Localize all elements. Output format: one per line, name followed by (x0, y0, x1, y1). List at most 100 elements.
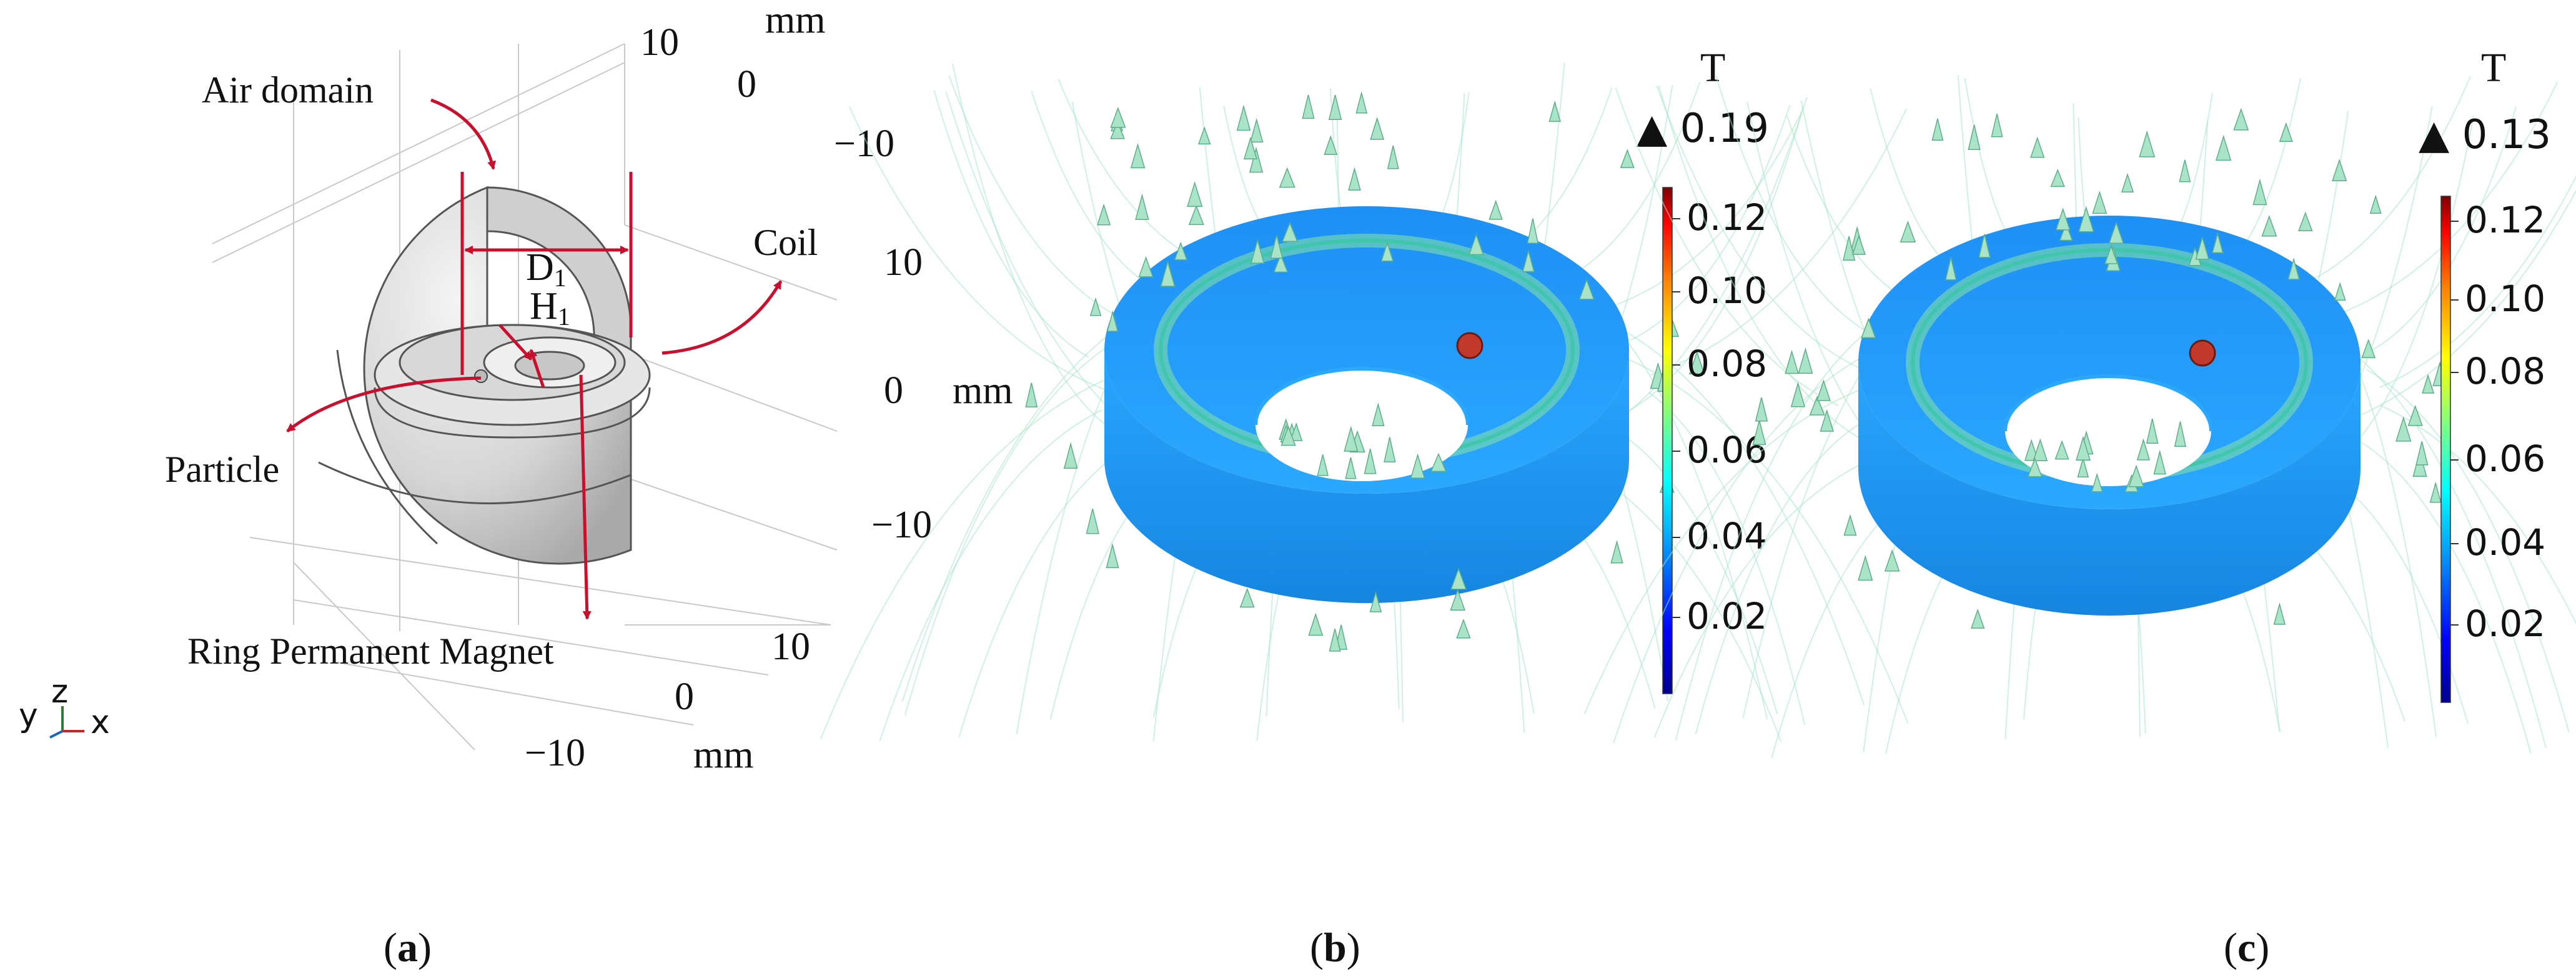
field-arrow (1851, 234, 1866, 255)
field-line (2379, 175, 2576, 388)
particle-b (1456, 332, 1484, 359)
field-arrow (1971, 609, 1985, 629)
field-arrow (2078, 206, 2094, 232)
field-arrow (1858, 555, 1873, 581)
field-arrow (2136, 438, 2151, 461)
field-arrow (1063, 442, 1078, 469)
field-arrow (1174, 241, 1187, 261)
field-arrow (2415, 441, 2429, 466)
field-arrow (1251, 238, 1265, 264)
field-arrow (1527, 218, 1539, 244)
field-arrow (2407, 404, 2423, 426)
field-arrow (2104, 244, 2118, 264)
panel-c: T ▲ 0.13 0.12 0.10 0.08 0.06 0.04 0.02 (… (1583, 45, 2576, 971)
field-arrow (1370, 116, 1385, 140)
field-line (1786, 115, 1916, 305)
caption-a: (a) (384, 925, 432, 971)
field-arrow (1160, 260, 1176, 287)
right-tick-neg10: −10 (871, 504, 932, 546)
field-arrow (2030, 136, 2045, 158)
field-arrow (1548, 100, 1561, 122)
field-line (904, 339, 1119, 716)
right-unit: mm (953, 369, 1013, 412)
field-arrow (1387, 145, 1399, 169)
field-arrow (1249, 117, 1264, 143)
top-tick-10: 10 (640, 21, 679, 64)
field-arrow (1236, 104, 1251, 131)
magnet-ring-c (1858, 216, 2361, 616)
unit-b: T (1700, 45, 1725, 91)
cbar-c-tick-004: 0.04 (2465, 521, 2545, 564)
particle-c (2189, 339, 2216, 367)
field-arrow (1785, 349, 1799, 374)
field-arrow (1968, 124, 1981, 151)
field-line (1648, 392, 1806, 726)
magnet-ring-b (1104, 206, 1629, 603)
cbar-b-tick-010: 0.10 (1687, 269, 1767, 312)
field-arrow (1097, 203, 1111, 226)
field-arrow (1380, 241, 1394, 262)
right-tick-10: 10 (884, 241, 923, 284)
field-arrow (1430, 452, 1447, 472)
field-arrow (2287, 257, 2300, 280)
unit-c: T (2481, 45, 2506, 91)
field-arrow (2179, 159, 2191, 182)
field-arrow (2121, 172, 2134, 193)
field-arrow (1364, 449, 1377, 474)
coil-label: Coil (753, 222, 818, 263)
field-line (1058, 79, 1217, 270)
field-line (2326, 81, 2559, 320)
field-arrow (1138, 256, 1154, 277)
field-arrow (1324, 135, 1338, 156)
field-arrow (2153, 449, 2166, 475)
cbar-c-tick-002: 0.02 (2465, 602, 2545, 645)
field-arrow (2059, 222, 2073, 241)
max-b: ▲ 0.19 (1637, 106, 1769, 152)
bottom-tick-10: 10 (771, 626, 810, 668)
field-arrow (1755, 397, 1768, 422)
field-arrow (1809, 396, 1825, 416)
field-line (1653, 455, 1878, 738)
bottom-tick-0: 0 (675, 676, 694, 718)
field-line (2288, 76, 2471, 292)
field-arrow (1187, 181, 1203, 207)
field-line (1695, 422, 1861, 734)
panel-a: Air domain Coil Particle Ring Permanent … (19, 0, 1013, 971)
field-arrow (1978, 234, 1991, 258)
field-arrow (1188, 204, 1204, 226)
field-arrow (1086, 508, 1099, 534)
field-line (1715, 75, 1873, 336)
field-arrow (1900, 220, 1916, 242)
field-arrow (2369, 194, 2382, 214)
particle-label: Particle (165, 449, 279, 490)
field-arrow (2261, 214, 2277, 237)
field-arrow (1355, 91, 1368, 114)
field-arrow (1522, 249, 1535, 272)
field-line (2366, 369, 2570, 732)
field-arrow (1110, 120, 1125, 139)
axis-ticks: mm 10 0 −10 10 0 mm −10 10 0 −10 mm (525, 0, 1013, 776)
field-arrow (2195, 236, 2210, 260)
field-arrow (1302, 94, 1315, 119)
field-arrow (2395, 416, 2412, 442)
field-line (948, 75, 1132, 324)
field-arrow (2211, 232, 2224, 254)
field-line (933, 90, 1089, 358)
field-arrow (1345, 457, 1357, 479)
right-tick-0: 0 (884, 369, 903, 412)
field-arrow (1279, 167, 1295, 188)
field-arrow (1089, 297, 1102, 316)
field-arrow (1820, 409, 1835, 432)
field-arrow (2054, 440, 2069, 460)
field-arrows-c (1752, 107, 2447, 629)
field-line (1610, 322, 1865, 706)
h1-label: H1 (530, 285, 570, 331)
field-arrow (1025, 382, 1038, 407)
field-arrow (1816, 379, 1831, 401)
field-arrow (2422, 374, 2435, 394)
field-arrow (1328, 94, 1342, 120)
field-arrow (1944, 257, 1957, 281)
field-arrow (1456, 619, 1471, 639)
field-arrow (2033, 438, 2048, 462)
field-arrow (2429, 481, 2442, 503)
